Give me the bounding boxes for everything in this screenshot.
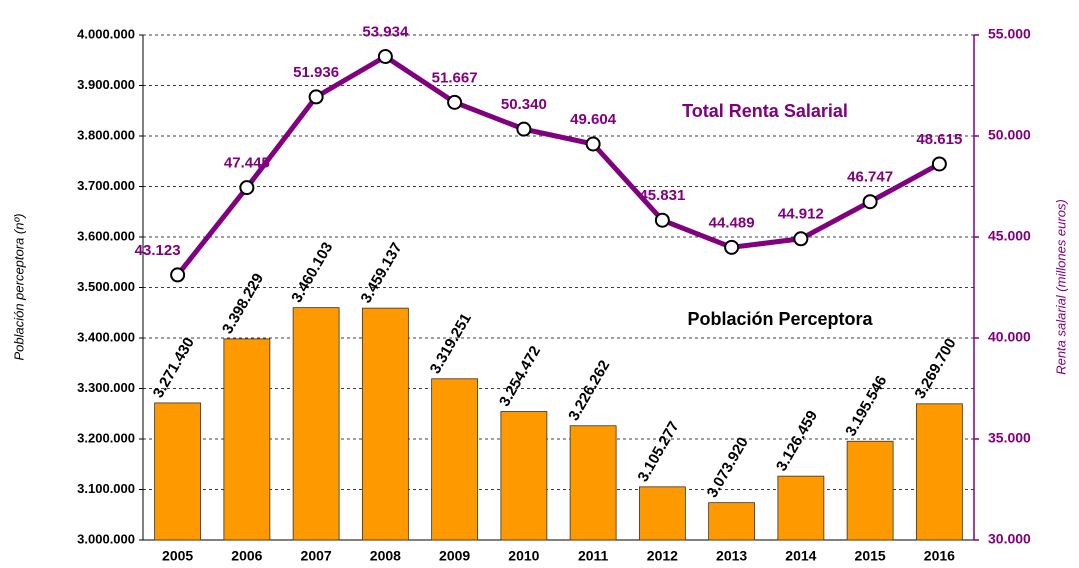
y-axis-label: Población perceptora (nº) [11,213,26,360]
x-tick-label: 2013 [716,548,747,564]
bar [569,425,617,541]
line-value-label: 44.489 [709,214,755,231]
y-tick-label: 3.500.000 [77,279,135,294]
bar-value-label: 3.319.251 [427,310,475,376]
series-label: Total Renta Salarial [682,101,848,121]
bar-value-label: 3.271.430 [150,335,198,401]
y2-tick-label: 35.000 [988,430,1031,446]
bar [915,403,963,541]
x-tick-label: 2016 [924,548,955,564]
line-value-label: 45.831 [639,187,685,204]
line-marker [516,121,532,137]
line-value-label: 53.934 [362,24,409,41]
y-tick-label: 3.200.000 [77,430,135,445]
line-marker [931,156,947,172]
line-marker [585,136,601,152]
bar-value-label: 3.195.546 [842,373,890,439]
bar-value-label: 3.269.700 [912,335,960,401]
y-tick-label: 4.000.000 [77,26,135,41]
line-value-label: 48.615 [916,131,962,148]
bar-value-label: 3.073.920 [704,434,752,500]
x-tick-label: 2011 [578,548,609,564]
line-marker [170,267,186,283]
line-value-label: 51.667 [432,69,478,86]
y2-tick-label: 30.000 [988,531,1031,547]
y-tick-label: 3.300.000 [77,380,135,395]
bar [500,411,548,541]
y-tick-label: 3.600.000 [77,228,135,243]
x-tick-label: 2009 [439,548,470,564]
y2-tick-label: 40.000 [988,329,1031,345]
x-tick-label: 2015 [855,548,886,564]
line-value-label: 49.604 [570,111,617,128]
line-marker [377,49,393,65]
bar [431,378,479,541]
line-value-label: 50.340 [501,96,547,113]
line-value-label: 44.912 [778,206,824,223]
y-tick-label: 3.900.000 [77,77,135,92]
line-value-label: 51.936 [293,64,339,81]
bar-value-label: 3.226.262 [565,357,613,423]
bar-value-label: 3.459.137 [358,240,406,306]
x-tick-label: 2005 [162,548,193,564]
line-marker [862,194,878,210]
line-marker [447,94,463,110]
line-marker [308,89,324,105]
bar [638,486,686,541]
x-tick-label: 2010 [508,548,539,564]
x-tick-label: 2008 [370,548,401,564]
line-value-label: 47.445 [224,155,270,172]
bar [223,338,271,541]
x-tick-label: 2007 [301,548,332,564]
line [175,54,941,277]
x-tick-label: 2006 [231,548,262,564]
bar-value-label: 3.460.103 [288,239,336,305]
bar-value-label: 3.105.277 [635,419,683,485]
line-marker [239,180,255,196]
bar-value-label: 3.254.472 [496,343,544,409]
x-tick-label: 2012 [647,548,678,564]
bar-value-label: 3.126.459 [773,408,821,474]
line-value-label: 46.747 [847,169,893,186]
y2-tick-label: 55.000 [988,26,1031,42]
y-tick-label: 3.700.000 [77,178,135,193]
y-tick-label: 3.100.000 [77,481,135,496]
y-tick-label: 3.400.000 [77,329,135,344]
series-label: Población Perceptora [687,309,873,329]
bar-value-label: 3.398.229 [219,271,267,337]
bar [708,502,756,541]
bar [154,402,202,541]
line-marker [724,239,740,255]
bar [361,307,409,541]
line-value-label: 43.123 [135,242,181,259]
y2-axis-label: Renta salarial (millones euros) [1053,199,1068,375]
line-marker [654,212,670,228]
bar [846,440,894,541]
y2-tick-label: 50.000 [988,127,1031,143]
bar [292,307,340,541]
y-tick-label: 3.800.000 [77,127,135,142]
y-tick-label: 3.000.000 [77,531,135,546]
bar [777,475,825,541]
line-marker [793,231,809,247]
x-tick-label: 2014 [785,548,816,564]
y2-tick-label: 45.000 [988,228,1031,244]
